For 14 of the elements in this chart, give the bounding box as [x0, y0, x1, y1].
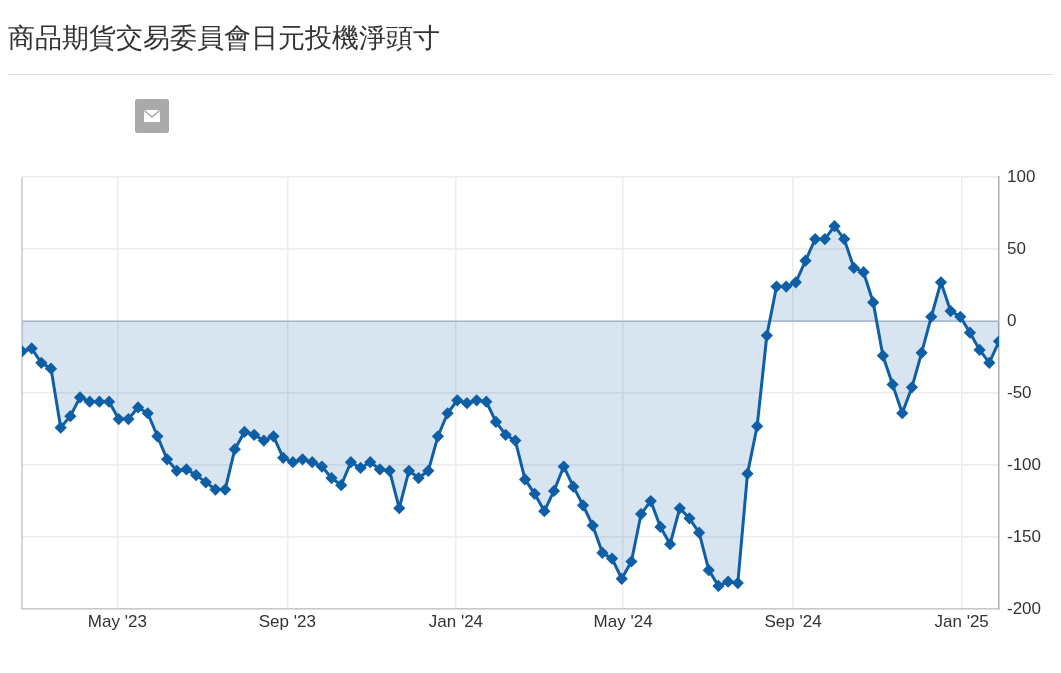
x-tick-label: Jan '24	[428, 611, 484, 631]
chart-title: 商品期貨交易委員會日元投機淨頭寸	[8, 22, 441, 55]
x-tick-label: Sep '23	[258, 611, 316, 631]
x-tick-label: Sep '24	[764, 611, 822, 631]
x-tick-label: Jan '25	[934, 611, 989, 631]
y-tick-label: -50	[1006, 382, 1032, 402]
y-tick-label: -100	[1006, 454, 1042, 474]
y-tick-label: 0	[1006, 310, 1017, 330]
y-tick-label: 50	[1006, 238, 1026, 258]
x-tick-label: May '24	[593, 611, 653, 631]
y-tick-label: 100	[1006, 166, 1036, 186]
y-tick-label: -200	[1006, 598, 1042, 618]
x-tick-label: May '23	[87, 611, 147, 631]
y-tick-label: -150	[1006, 526, 1042, 546]
